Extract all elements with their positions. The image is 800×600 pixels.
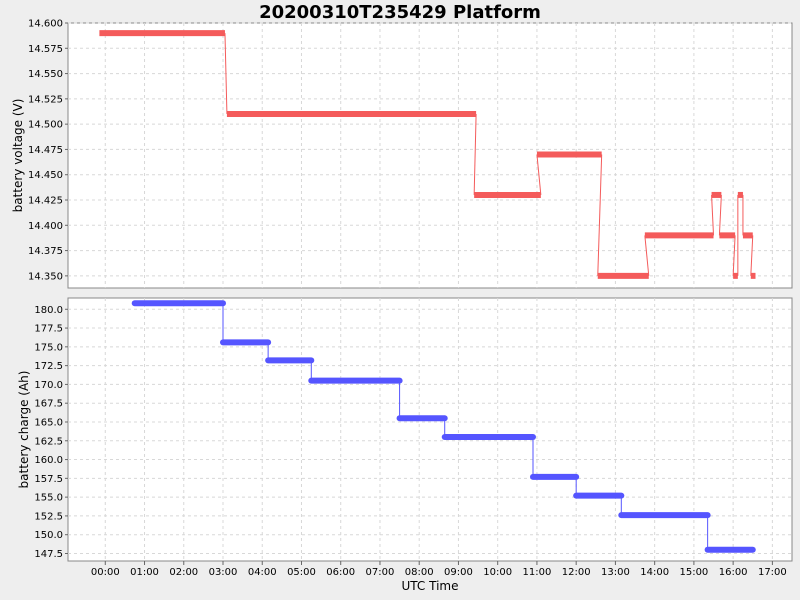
y-tick-label: 165.0: [34, 417, 63, 428]
x-tick-label: 05:00: [287, 567, 316, 578]
y-tick-label: 170.0: [34, 380, 63, 391]
x-tick-label: 01:00: [130, 567, 159, 578]
series-2: [131, 300, 756, 553]
y-tick-label: 14.450: [28, 170, 63, 181]
y-tick-label: 14.350: [28, 271, 63, 282]
chart-title: 20200310T235429 Platform: [259, 2, 541, 23]
series-connector: [732, 235, 736, 276]
x-tick-label: 02:00: [169, 567, 198, 578]
y-tick-label: 14.575: [28, 44, 63, 55]
plot-area: [67, 22, 793, 289]
x-tick-label: 00:00: [91, 567, 120, 578]
x-tick-label: 17:00: [758, 567, 787, 578]
x-tick-label: 11:00: [523, 567, 552, 578]
x-tick-label: 14:00: [640, 567, 669, 578]
series-connector: [473, 114, 477, 195]
y-tick-label: 14.425: [28, 196, 63, 207]
y-tick-label: 14.550: [28, 69, 63, 80]
x-tick-label: 15:00: [679, 567, 708, 578]
y-axis-label: battery voltage (V): [11, 99, 25, 213]
panel-2: 147.5 150.0 152.5 155.0 157.5 160.0 162.5 165.0…: [17, 297, 793, 562]
x-tick-label: 08:00: [405, 567, 434, 578]
y-tick-label: 172.5: [34, 361, 63, 372]
panel-1: 14.350 14.375 14.400 14.425 14.450 14.475 14.5…: [11, 19, 793, 289]
y-tick-label: 180.0: [34, 305, 63, 316]
series-connector: [224, 33, 228, 115]
y-tick-label: 152.5: [34, 511, 63, 522]
series-1: [99, 30, 756, 279]
x-tick-label: 16:00: [719, 567, 748, 578]
y-tick-label: 14.525: [28, 94, 63, 105]
x-tick-label: 06:00: [326, 567, 355, 578]
series-connector: [711, 194, 715, 236]
plot-area: [67, 297, 793, 562]
y-axis-label: battery charge (Ah): [17, 371, 31, 489]
series-connector: [597, 154, 603, 276]
y-tick-label: 162.5: [34, 436, 63, 447]
y-tick-label: 14.600: [28, 19, 63, 30]
x-tick-label: 12:00: [562, 567, 591, 578]
y-tick-label: 14.475: [28, 145, 63, 156]
y-tick-label: 14.500: [28, 120, 63, 131]
y-tick-label: 175.0: [34, 342, 63, 353]
x-tick-label: 13:00: [601, 567, 630, 578]
y-tick-label: 14.400: [28, 221, 63, 232]
y-tick-label: 157.5: [34, 474, 63, 485]
x-tick-label: 07:00: [366, 567, 395, 578]
y-tick-label: 155.0: [34, 493, 63, 504]
series-connector: [718, 194, 722, 236]
y-tick-label: 147.5: [34, 549, 63, 560]
y-tick-label: 150.0: [34, 530, 63, 541]
y-tick-label: 177.5: [34, 324, 63, 335]
x-axis-label: UTC Time: [402, 579, 459, 593]
series-connector: [644, 235, 650, 276]
series-connector: [536, 154, 542, 195]
x-tick-label: 03:00: [209, 567, 238, 578]
y-tick-label: 160.0: [34, 455, 63, 466]
x-tick-label: 10:00: [483, 567, 512, 578]
series-connector: [750, 235, 754, 276]
x-axis: 00:00 01:00 02:00 03:00 04:00 05:00 06:00 07:00…: [91, 561, 787, 578]
y-tick-label: 14.375: [28, 246, 63, 257]
x-tick-label: 09:00: [444, 567, 473, 578]
x-tick-label: 04:00: [248, 567, 277, 578]
y-tick-label: 167.5: [34, 399, 63, 410]
